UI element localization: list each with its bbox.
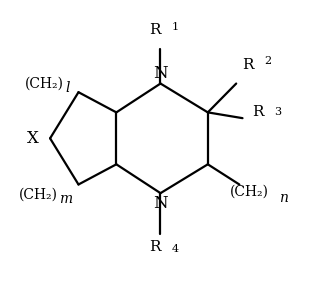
Text: 2: 2 <box>265 56 272 66</box>
Text: 3: 3 <box>274 107 281 117</box>
Text: 4: 4 <box>171 244 179 254</box>
Text: (CH₂): (CH₂) <box>25 76 64 91</box>
Text: (CH₂): (CH₂) <box>19 188 58 202</box>
Text: R: R <box>150 24 161 37</box>
Text: R: R <box>150 240 161 254</box>
Text: (CH₂): (CH₂) <box>230 185 269 198</box>
Text: n: n <box>279 191 288 205</box>
Text: R: R <box>252 105 264 119</box>
Text: R: R <box>243 58 254 72</box>
Text: m: m <box>59 192 72 206</box>
Text: N: N <box>153 65 168 82</box>
Text: l: l <box>66 81 70 95</box>
Text: X: X <box>27 130 39 147</box>
Text: N: N <box>153 196 168 213</box>
Text: 1: 1 <box>171 22 179 32</box>
